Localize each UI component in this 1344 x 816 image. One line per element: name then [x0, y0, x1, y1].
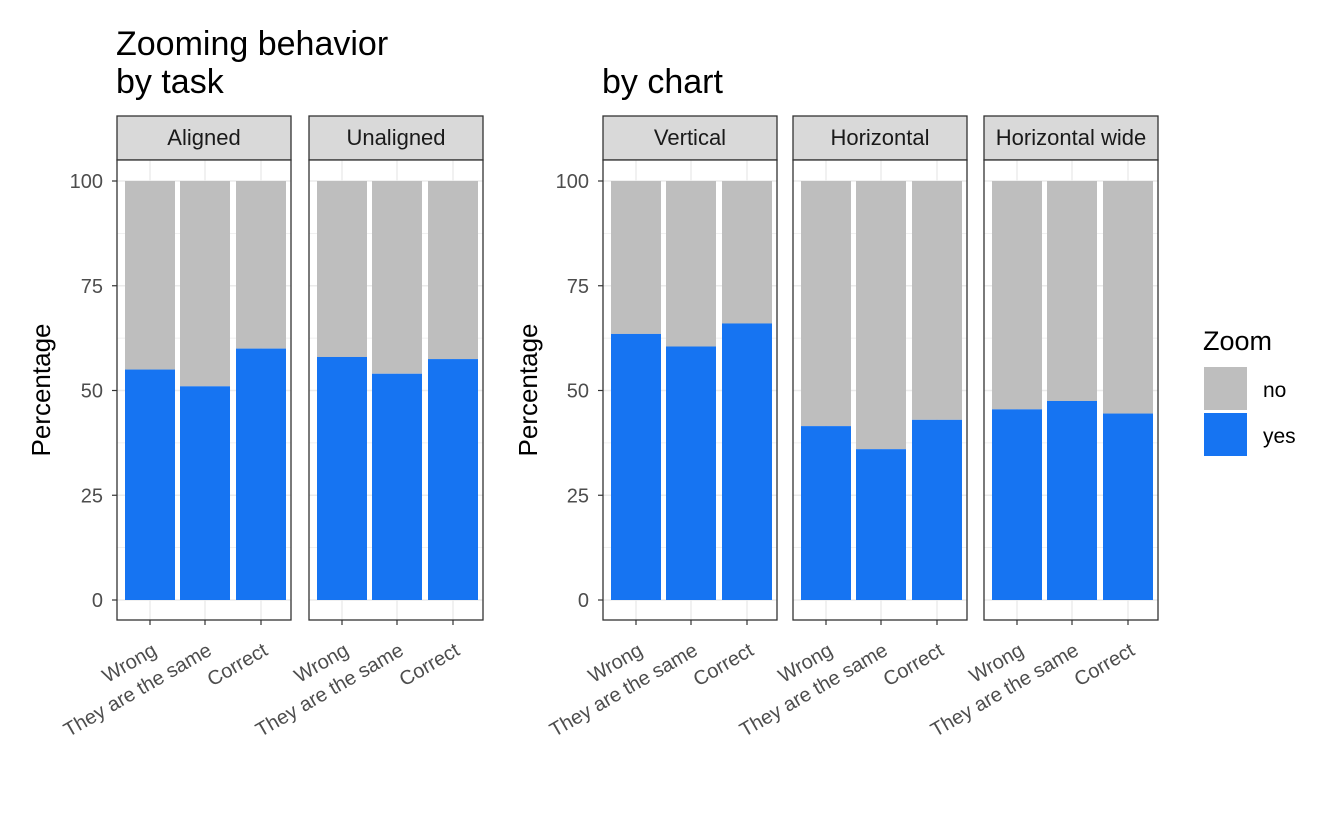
facet-strip	[983, 115, 1159, 161]
bar-yes	[428, 359, 478, 600]
facet-panel-border	[602, 159, 778, 621]
x-tick-label: Correct	[1071, 639, 1139, 691]
y-tick-label: 50	[567, 381, 589, 403]
bar-no	[236, 181, 286, 349]
legend-label-no: no	[1263, 379, 1286, 402]
facet-panel-border	[308, 159, 484, 621]
facet-panel-border	[116, 159, 292, 621]
y-tick-label: 0	[578, 590, 589, 612]
x-tick-label: Correct	[396, 639, 464, 691]
bar-no	[856, 181, 906, 450]
bar-no	[428, 181, 478, 360]
y-tick-label: 75	[567, 276, 589, 298]
bar-yes	[180, 386, 230, 600]
bar-yes	[317, 356, 367, 600]
bar-yes	[236, 348, 286, 600]
bar-yes	[125, 369, 175, 600]
legend-key-yes	[1204, 413, 1247, 456]
bar-yes	[992, 409, 1042, 600]
bar-yes	[801, 426, 851, 600]
legend: Zoom no yes	[1203, 326, 1296, 456]
x-tick-label: Correct	[204, 639, 272, 691]
facet-strip-label: Vertical	[654, 125, 726, 150]
bar-no	[1103, 181, 1153, 414]
y-tick-label: 50	[81, 381, 103, 403]
x-tick-label: Correct	[690, 639, 758, 691]
x-tick-label: Correct	[880, 639, 948, 691]
bar-yes	[1047, 400, 1097, 600]
bar-yes	[666, 346, 716, 600]
bar-yes	[1103, 413, 1153, 600]
bar-yes	[722, 323, 772, 600]
chart-title-line: Zooming behavior	[116, 25, 388, 63]
y-axis-title: Percentage	[26, 324, 56, 457]
facet-strip-label: Aligned	[167, 125, 240, 150]
bar-yes	[372, 373, 422, 600]
y-tick-label: 25	[567, 485, 589, 507]
bar-no	[125, 181, 175, 370]
bar-no	[180, 181, 230, 387]
y-tick-label: 25	[81, 485, 103, 507]
legend-title: Zoom	[1203, 326, 1272, 356]
facet-strip-label: Horizontal wide	[996, 125, 1146, 150]
facet-strip-label: Unaligned	[346, 125, 445, 150]
y-tick-label: 0	[92, 590, 103, 612]
bar-yes	[856, 449, 906, 600]
bar-no	[992, 181, 1042, 410]
y-axis-title: Percentage	[513, 324, 543, 457]
facet-strip	[116, 115, 292, 161]
bar-yes	[611, 333, 661, 600]
bar-no	[1047, 181, 1097, 401]
legend-key-no	[1204, 367, 1247, 410]
bar-no	[801, 181, 851, 427]
chart-title-line: by task	[116, 63, 225, 101]
bar-no	[611, 181, 661, 334]
bar-no	[666, 181, 716, 347]
facet-panel-border	[983, 159, 1159, 621]
facet-strip	[602, 115, 778, 161]
facet-panel-border	[792, 159, 968, 621]
bar-no	[722, 181, 772, 324]
bar-no	[372, 181, 422, 374]
bar-yes	[912, 419, 962, 600]
facet-strip-label: Horizontal	[830, 125, 929, 150]
chart-title-line: by chart	[602, 63, 723, 101]
y-tick-label: 100	[70, 171, 103, 193]
bar-no	[317, 181, 367, 357]
y-tick-label: 100	[556, 171, 589, 193]
bar-no	[912, 181, 962, 420]
y-tick-label: 75	[81, 276, 103, 298]
legend-label-yes: yes	[1263, 425, 1296, 448]
